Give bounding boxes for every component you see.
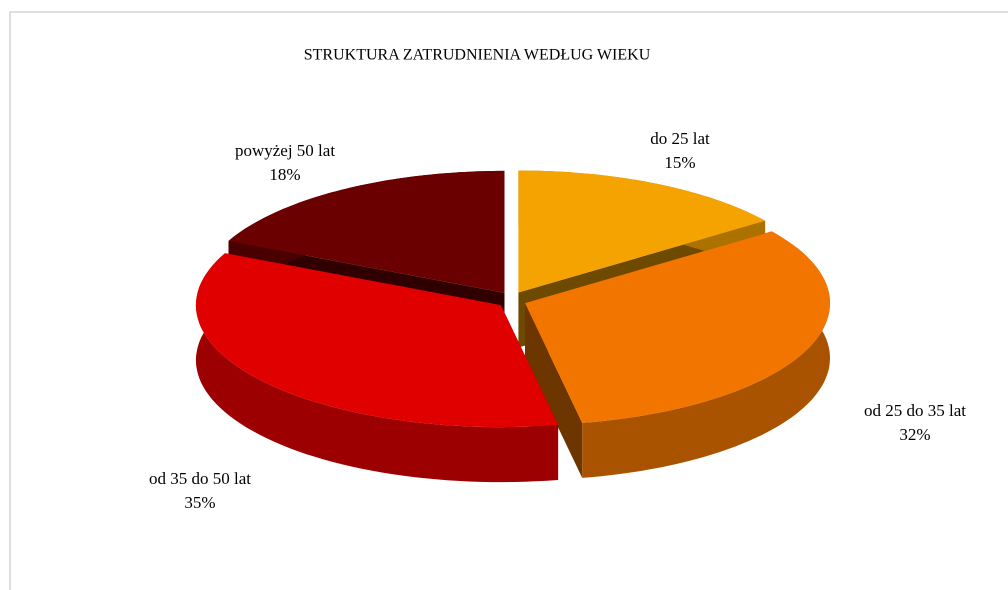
- chart-title: STRUKTURA ZATRUDNIENIA WEDŁUG WIEKU: [304, 47, 651, 64]
- slice: [525, 231, 830, 423]
- slice-value-label: 32%: [899, 425, 930, 444]
- slice-label: od 35 do 50 lat: [149, 469, 251, 488]
- slice-value-label: 18%: [269, 165, 300, 184]
- slice-side: [195, 253, 559, 483]
- slice-cut-face: [525, 303, 583, 478]
- pie-tops: [195, 170, 830, 428]
- slice-label: do 25 lat: [650, 129, 710, 148]
- slice: [228, 170, 505, 293]
- slice: [195, 253, 559, 428]
- slice-label: od 25 do 35 lat: [864, 401, 966, 420]
- chart-frame: [9, 11, 1008, 590]
- slice-label: powyżej 50 lat: [235, 141, 335, 160]
- slice-side: [582, 231, 830, 478]
- slice: [518, 170, 766, 293]
- slice-value-label: 35%: [184, 493, 215, 512]
- slice-value-label: 15%: [664, 153, 695, 172]
